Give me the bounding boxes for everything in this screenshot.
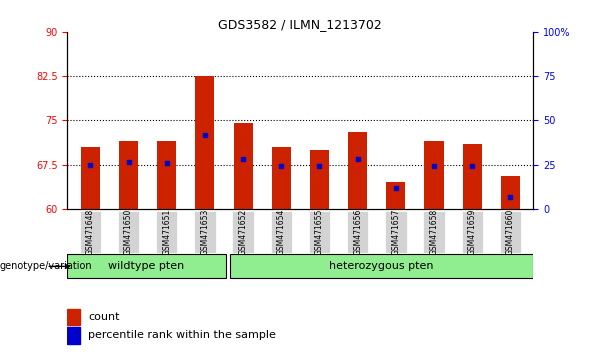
Bar — [194, 211, 216, 253]
Bar — [156, 211, 177, 253]
Text: GSM471651: GSM471651 — [162, 209, 171, 255]
Bar — [81, 147, 100, 209]
Bar — [386, 182, 405, 209]
Bar — [309, 211, 330, 253]
Text: GSM471652: GSM471652 — [238, 209, 248, 255]
Text: GSM471654: GSM471654 — [277, 209, 286, 255]
Bar — [67, 309, 80, 325]
Bar — [232, 211, 254, 253]
Text: percentile rank within the sample: percentile rank within the sample — [88, 330, 276, 341]
Text: GSM471655: GSM471655 — [315, 209, 324, 255]
Text: heterozygous pten: heterozygous pten — [329, 261, 434, 272]
Bar — [348, 132, 367, 209]
Text: wildtype pten: wildtype pten — [109, 261, 185, 272]
Bar — [118, 211, 139, 253]
Bar — [501, 176, 520, 209]
Bar — [347, 211, 368, 253]
Bar — [157, 141, 177, 209]
Bar — [196, 76, 215, 209]
Bar — [500, 211, 521, 253]
Bar — [424, 141, 444, 209]
Bar — [272, 147, 291, 209]
Text: GSM471657: GSM471657 — [391, 209, 400, 255]
Bar — [462, 211, 483, 253]
Bar — [230, 255, 533, 278]
Bar — [424, 211, 444, 253]
Text: GSM471653: GSM471653 — [200, 209, 210, 255]
Bar — [119, 141, 138, 209]
Text: GSM471648: GSM471648 — [86, 209, 95, 255]
Bar — [80, 211, 101, 253]
Text: GSM471650: GSM471650 — [124, 209, 133, 255]
Bar — [310, 150, 329, 209]
Text: GSM471659: GSM471659 — [468, 209, 477, 255]
Bar — [463, 144, 482, 209]
Title: GDS3582 / ILMN_1213702: GDS3582 / ILMN_1213702 — [218, 18, 383, 31]
Bar — [67, 327, 80, 343]
Text: GSM471660: GSM471660 — [506, 209, 515, 255]
Bar — [67, 255, 226, 278]
Text: genotype/variation: genotype/variation — [0, 261, 93, 272]
Text: GSM471656: GSM471656 — [353, 209, 362, 255]
Text: GSM471658: GSM471658 — [430, 209, 438, 255]
Text: count: count — [88, 312, 120, 322]
Bar — [385, 211, 406, 253]
Bar — [234, 123, 253, 209]
Bar — [270, 211, 292, 253]
